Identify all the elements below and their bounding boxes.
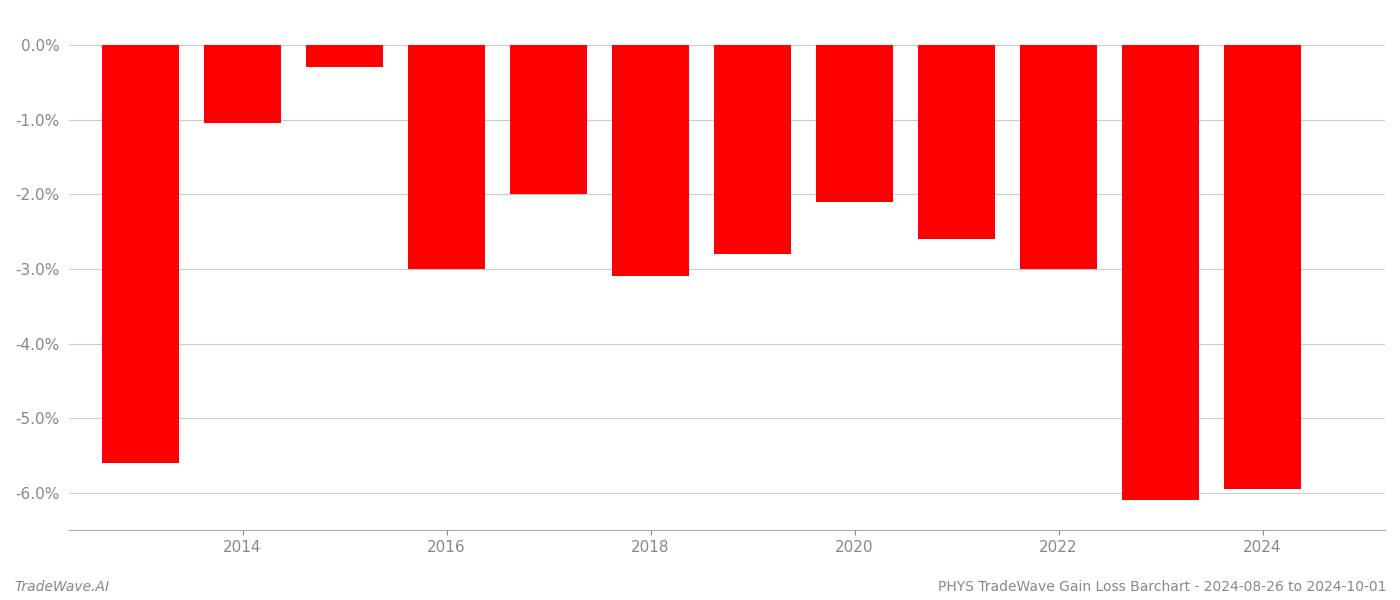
Bar — [1123, 45, 1198, 500]
Bar — [918, 45, 995, 239]
Bar — [102, 45, 179, 463]
Bar — [204, 45, 281, 123]
Bar — [409, 45, 484, 269]
Bar — [307, 45, 382, 67]
Text: TradeWave.AI: TradeWave.AI — [14, 580, 109, 594]
Text: PHYS TradeWave Gain Loss Barchart - 2024-08-26 to 2024-10-01: PHYS TradeWave Gain Loss Barchart - 2024… — [938, 580, 1386, 594]
Bar — [714, 45, 791, 254]
Bar — [510, 45, 587, 194]
Bar — [1021, 45, 1096, 269]
Bar — [1225, 45, 1301, 489]
Bar — [612, 45, 689, 277]
Bar — [816, 45, 893, 202]
